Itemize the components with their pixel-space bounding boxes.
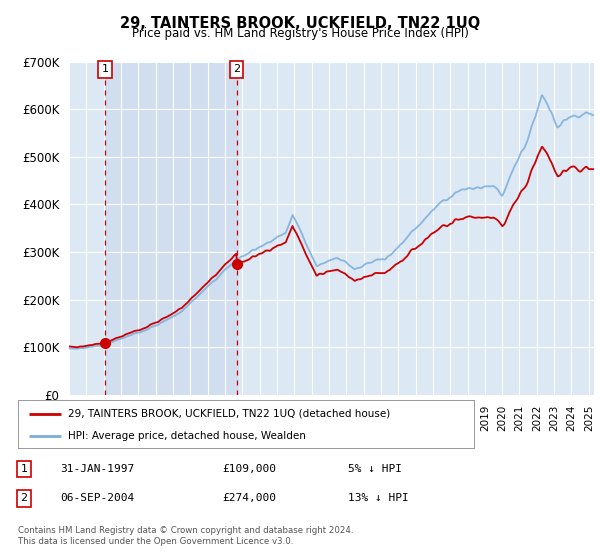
Bar: [105, 62, 236, 395]
Text: 29, TAINTERS BROOK, UCKFIELD, TN22 1UQ: 29, TAINTERS BROOK, UCKFIELD, TN22 1UQ: [120, 16, 480, 31]
Text: 1: 1: [101, 64, 109, 74]
Text: 1: 1: [20, 464, 28, 474]
Text: 06-SEP-2004: 06-SEP-2004: [60, 493, 134, 503]
Text: 29, TAINTERS BROOK, UCKFIELD, TN22 1UQ (detached house): 29, TAINTERS BROOK, UCKFIELD, TN22 1UQ (…: [68, 409, 391, 419]
Text: 2: 2: [20, 493, 28, 503]
Text: 5% ↓ HPI: 5% ↓ HPI: [348, 464, 402, 474]
Text: 2: 2: [233, 64, 240, 74]
Text: Contains HM Land Registry data © Crown copyright and database right 2024.
This d: Contains HM Land Registry data © Crown c…: [18, 526, 353, 546]
Text: £109,000: £109,000: [222, 464, 276, 474]
Text: 13% ↓ HPI: 13% ↓ HPI: [348, 493, 409, 503]
Text: HPI: Average price, detached house, Wealden: HPI: Average price, detached house, Weal…: [68, 431, 306, 441]
Text: £274,000: £274,000: [222, 493, 276, 503]
Text: 31-JAN-1997: 31-JAN-1997: [60, 464, 134, 474]
Text: Price paid vs. HM Land Registry's House Price Index (HPI): Price paid vs. HM Land Registry's House …: [131, 27, 469, 40]
